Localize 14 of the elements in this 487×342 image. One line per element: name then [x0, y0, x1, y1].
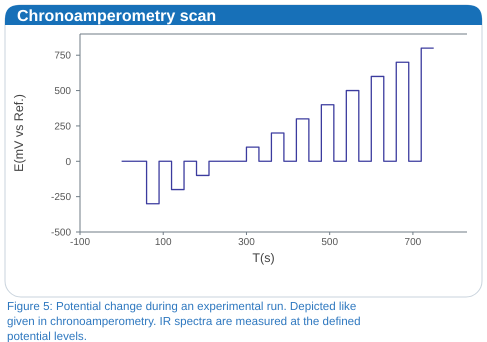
- y-tick-label: 750: [54, 50, 72, 62]
- y-axis-title: E(mV vs Ref.): [12, 94, 26, 172]
- y-tick-label: -500: [50, 228, 72, 238]
- y-tick-label: 500: [54, 86, 72, 98]
- y-tick-label: 0: [65, 156, 72, 168]
- x-tick-label: 300: [238, 237, 256, 248]
- x-tick-label: -100: [70, 237, 90, 248]
- y-tick-label: 250: [54, 121, 72, 132]
- x-tick-label: 100: [154, 237, 172, 248]
- x-tick-label: 700: [404, 237, 422, 248]
- x-tick-label: 500: [321, 237, 338, 248]
- y-tick-label: -250: [50, 192, 72, 204]
- x-axis-title: T(s): [252, 251, 275, 265]
- chart-title: Chronoamperometry scan: [17, 8, 216, 25]
